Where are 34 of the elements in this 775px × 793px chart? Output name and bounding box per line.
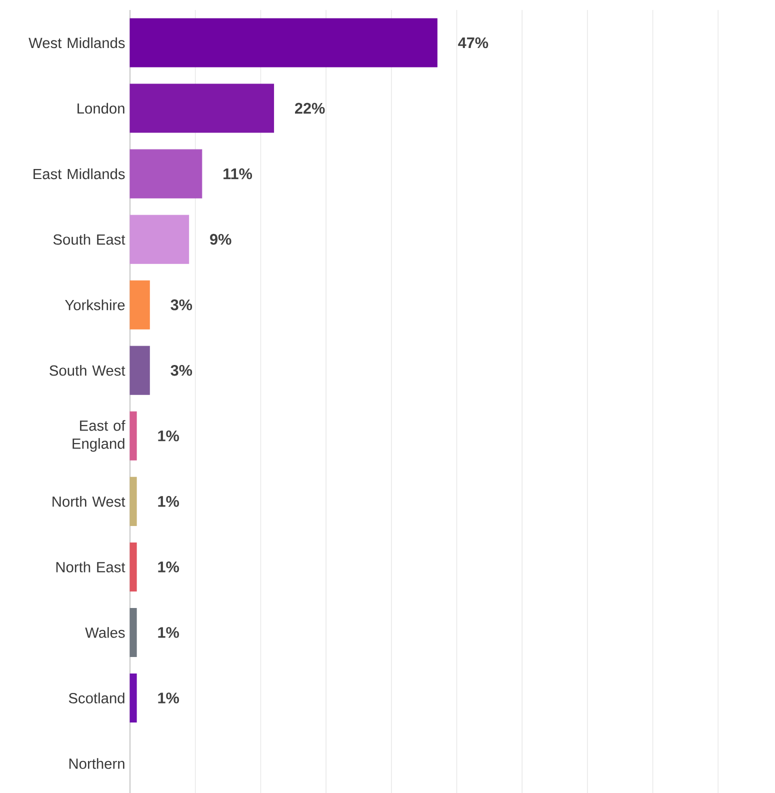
- data-label: 9%: [210, 234, 232, 245]
- data-label: 3%: [170, 299, 192, 310]
- data-label: 3%: [170, 364, 192, 376]
- bar: [130, 346, 150, 395]
- y-tick-label: Wales: [85, 627, 125, 638]
- y-tick-label: North West: [52, 496, 126, 507]
- data-label: 1%: [158, 496, 179, 507]
- bar: [130, 411, 137, 460]
- y-tick-label: Scotland: [68, 692, 124, 704]
- y-tick-label: West Midlands: [28, 37, 125, 48]
- data-label: 22%: [295, 102, 325, 114]
- bar: [130, 673, 137, 723]
- y-tick-label: South West: [50, 365, 126, 376]
- data-label: 47%: [458, 37, 488, 48]
- data-label: 11%: [224, 168, 252, 180]
- data-label: 1%: [158, 430, 179, 442]
- bar: [130, 18, 438, 68]
- bar: [130, 476, 137, 526]
- y-tick-label: East of England: [72, 420, 126, 452]
- bar: [130, 214, 190, 264]
- data-label: 1%: [158, 692, 179, 704]
- bar: [130, 84, 274, 133]
- y-tick-label: London: [78, 102, 124, 114]
- y-tick-label: East Midlands: [34, 168, 125, 180]
- y-tick-label: Yorkshire: [65, 299, 125, 310]
- bar: [130, 608, 137, 657]
- bar: [130, 149, 202, 198]
- y-tick-label: South East: [53, 234, 126, 245]
- data-label: 1%: [158, 562, 179, 572]
- data-label: 1%: [158, 627, 179, 638]
- y-tick-label: North East: [56, 562, 126, 572]
- y-tick-label: Northern: [69, 758, 124, 769]
- bar: [130, 280, 150, 330]
- bar: [130, 542, 137, 592]
